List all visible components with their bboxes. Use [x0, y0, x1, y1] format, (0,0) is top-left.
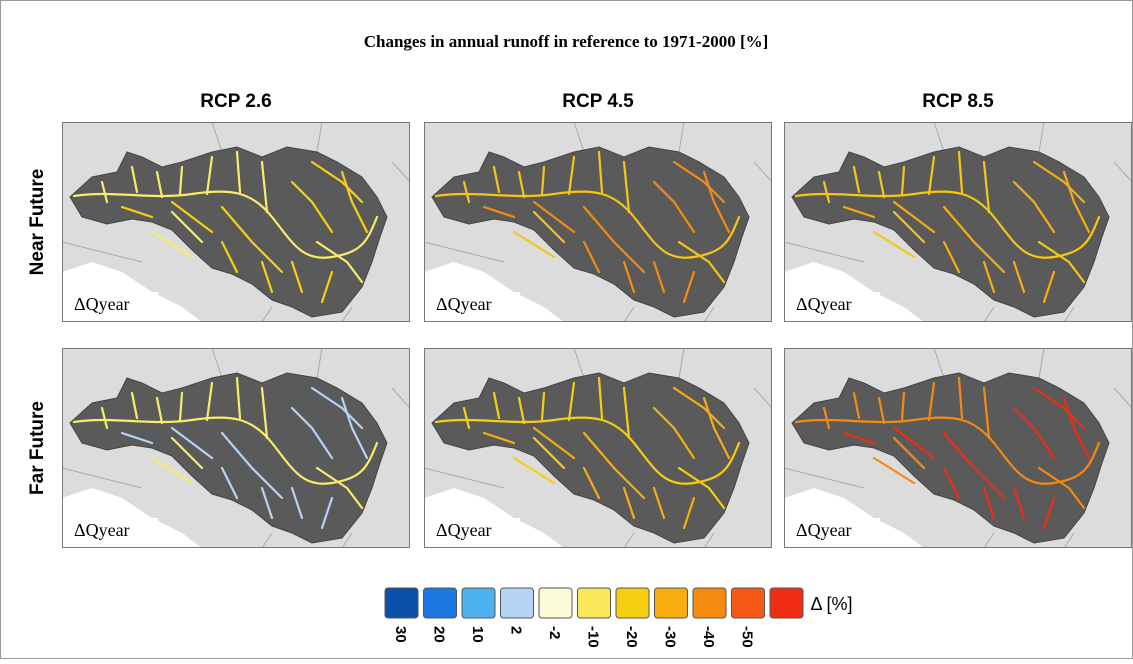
- panel-border: [424, 348, 772, 548]
- legend-swatch: [769, 587, 804, 619]
- map-panel: ΔQyear: [784, 122, 1132, 322]
- panel-label: ΔQyear: [74, 294, 130, 314]
- legend-label: 20: [431, 626, 448, 643]
- map-panel: ΔQyear: [424, 348, 772, 548]
- panel-border: [784, 122, 1132, 322]
- legend-label: 30: [392, 626, 409, 643]
- column-header: RCP 2.6: [200, 91, 271, 112]
- legend-swatch: [384, 587, 419, 619]
- legend-label: -20: [623, 626, 640, 648]
- map-panel: ΔQyear: [424, 122, 772, 322]
- figure-title: Changes in annual runoff in reference to…: [364, 32, 769, 51]
- label-box: [432, 518, 520, 542]
- legend-swatch: [423, 587, 457, 619]
- row-label: Near Future: [27, 169, 48, 276]
- legend-label: 2: [508, 626, 525, 634]
- legend-label: -30: [662, 626, 679, 648]
- column-header: RCP 4.5: [562, 91, 634, 112]
- panel-border: [424, 122, 772, 322]
- panel-label: ΔQyear: [436, 520, 492, 540]
- label-box: [792, 292, 880, 316]
- map-panel: ΔQyear: [62, 122, 410, 322]
- column-header: RCP 8.5: [922, 91, 994, 112]
- legend-swatch: [654, 587, 688, 619]
- panel-border: [62, 122, 410, 322]
- label-box: [70, 518, 158, 542]
- legend-label: -40: [700, 626, 717, 648]
- legend-swatch: [461, 587, 496, 619]
- legend-label: -50: [739, 626, 756, 648]
- panel-label: ΔQyear: [796, 294, 852, 314]
- legend-swatch: [577, 587, 611, 619]
- panel-label: ΔQyear: [796, 520, 852, 540]
- panel-border: [62, 348, 410, 548]
- map-panel: ΔQyear: [784, 348, 1132, 548]
- label-box: [70, 292, 158, 316]
- legend-swatch: [538, 587, 573, 619]
- map-panel: ΔQyear: [62, 348, 410, 548]
- label-box: [432, 292, 520, 316]
- panel-border: [784, 348, 1132, 548]
- legend-swatch: [731, 587, 765, 619]
- legend-unit: Δ [%]: [811, 594, 853, 614]
- legend-swatch: [692, 587, 727, 619]
- legend-label: 10: [469, 626, 486, 643]
- label-box: [792, 518, 880, 542]
- panel-label: ΔQyear: [74, 520, 130, 540]
- legend-label: -2: [546, 626, 563, 639]
- panel-label: ΔQyear: [436, 294, 492, 314]
- legend-swatch: [615, 587, 650, 619]
- legend-swatch: [500, 587, 534, 619]
- row-label: Far Future: [27, 401, 48, 495]
- legend-label: -10: [585, 626, 602, 648]
